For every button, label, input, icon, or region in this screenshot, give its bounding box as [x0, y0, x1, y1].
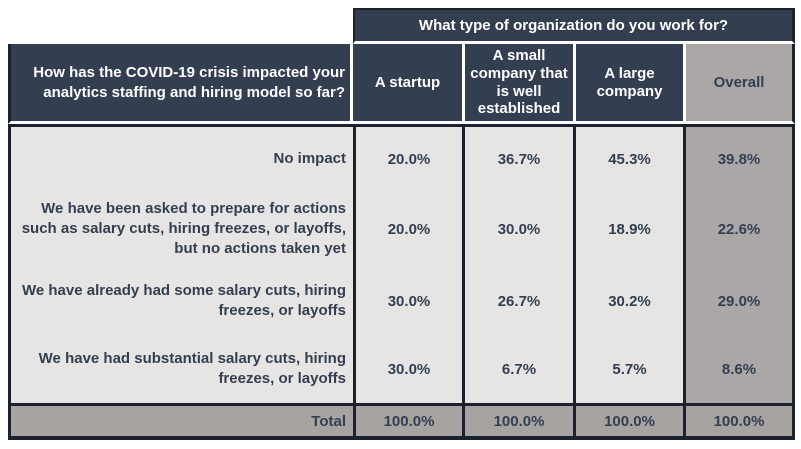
total-value-cell: 100.0%	[462, 403, 573, 440]
table-corner-spacer	[8, 8, 353, 44]
col-header-small-company: A small company that is well established	[462, 44, 573, 124]
row-label-some-cuts: We have already had some salary cuts, hi…	[8, 267, 353, 335]
value-cell: 5.7%	[573, 335, 683, 403]
value-cell: 18.9%	[573, 191, 683, 267]
crosstab-table: What type of organization do you work fo…	[8, 8, 795, 440]
value-cell: 30.0%	[353, 335, 462, 403]
col-header-large-company: A large company	[573, 44, 683, 124]
total-label: Total	[8, 403, 353, 440]
col-header-startup: A startup	[353, 44, 462, 124]
total-value-cell: 100.0%	[353, 403, 462, 440]
value-cell-overall: 8.6%	[683, 335, 795, 403]
question-header: How has the COVID-19 crisis impacted you…	[8, 44, 353, 124]
org-type-header-band: What type of organization do you work fo…	[353, 8, 795, 44]
value-cell: 30.0%	[462, 191, 573, 267]
value-cell-overall: 29.0%	[683, 267, 795, 335]
total-value-cell-overall: 100.0%	[683, 403, 795, 440]
value-cell: 6.7%	[462, 335, 573, 403]
value-cell: 20.0%	[353, 191, 462, 267]
row-label-substantial-cuts: We have had substantial salary cuts, hir…	[8, 335, 353, 403]
row-label-no-impact: No impact	[8, 124, 353, 191]
row-label-prepare-actions: We have been asked to prepare for action…	[8, 191, 353, 267]
value-cell: 20.0%	[353, 124, 462, 191]
total-value-cell: 100.0%	[573, 403, 683, 440]
value-cell-overall: 39.8%	[683, 124, 795, 191]
value-cell: 36.7%	[462, 124, 573, 191]
value-cell: 45.3%	[573, 124, 683, 191]
value-cell-overall: 22.6%	[683, 191, 795, 267]
value-cell: 30.2%	[573, 267, 683, 335]
value-cell: 30.0%	[353, 267, 462, 335]
value-cell: 26.7%	[462, 267, 573, 335]
col-header-overall: Overall	[683, 44, 795, 124]
